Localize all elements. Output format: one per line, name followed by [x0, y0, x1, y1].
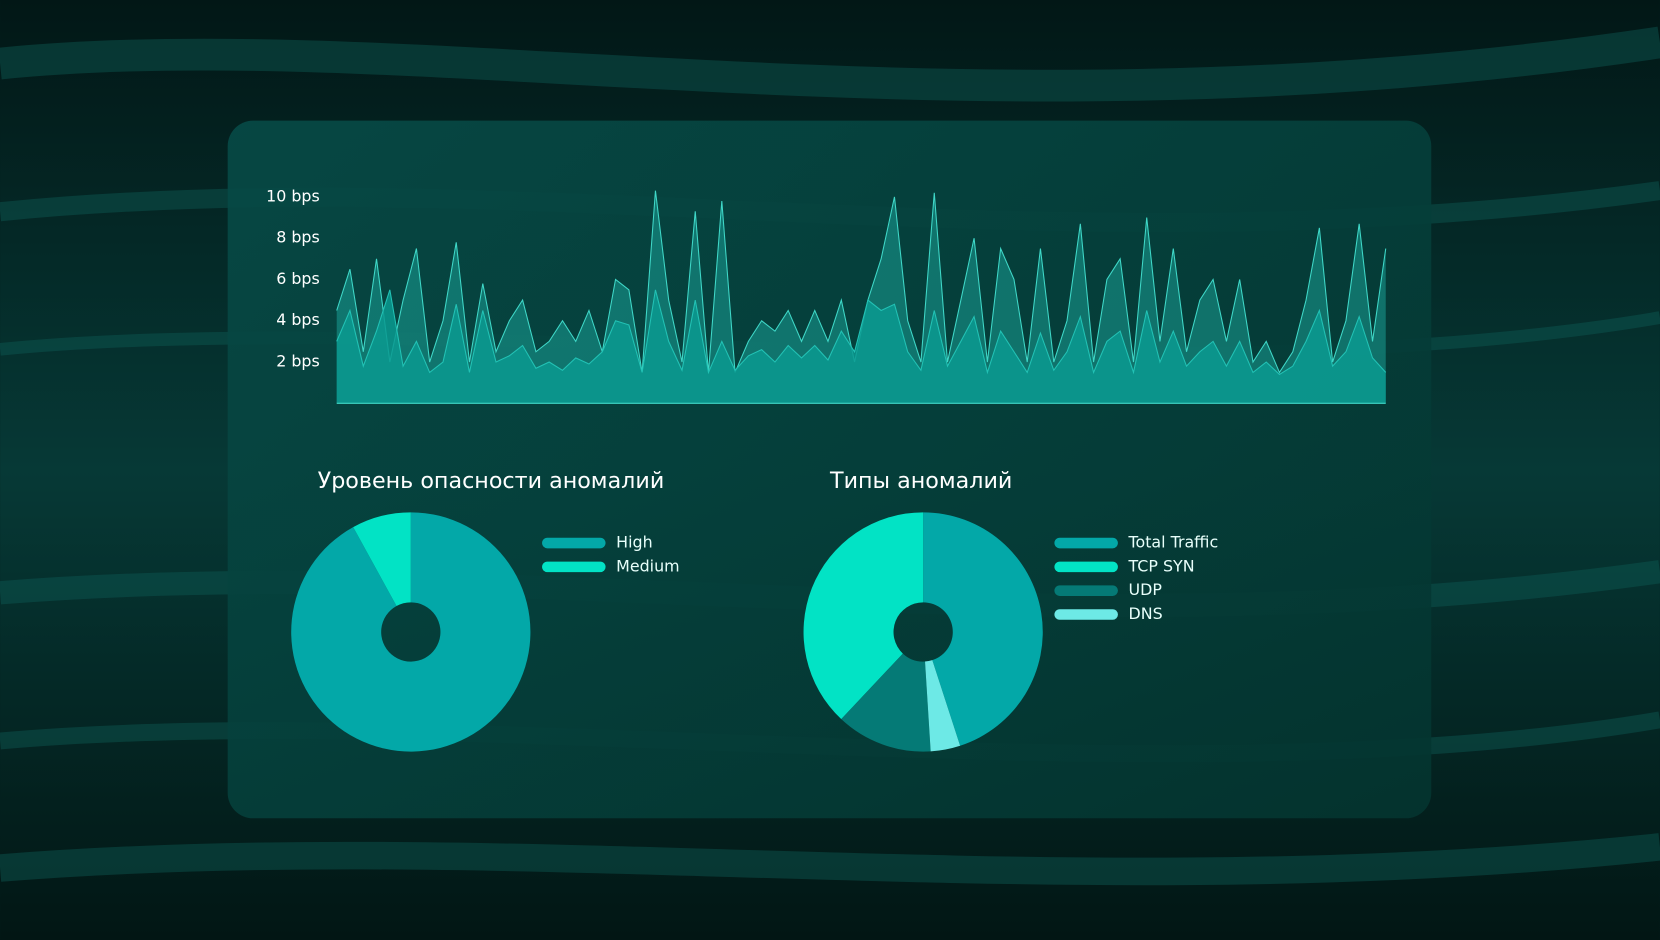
y-tick-label: 4 bps: [276, 310, 320, 329]
y-tick-label: 6 bps: [276, 269, 320, 288]
legend-swatch: [1054, 585, 1118, 596]
legend-swatch: [1054, 561, 1118, 573]
legend-swatch: [542, 561, 606, 573]
legend-label: TCP SYN: [1128, 556, 1195, 575]
y-tick-label: 10 bps: [266, 186, 320, 205]
legend-swatch: [1054, 609, 1118, 620]
chart-title: Типы аномалий: [829, 468, 1012, 494]
legend-label: Medium: [616, 556, 679, 575]
pie-slice: [353, 512, 411, 606]
y-tick-label: 8 bps: [276, 228, 320, 247]
legend-swatch: [542, 537, 606, 549]
pie-slice: [923, 512, 1043, 746]
legend-label: UDP: [1129, 580, 1163, 599]
legend-label: DNS: [1129, 604, 1163, 623]
pie-slice: [803, 512, 924, 720]
legend-label: Total Traffic: [1128, 533, 1219, 552]
charts: 2 bps 4 bps 6 bps 8 bps 10 bps Уровень опасно…: [266, 186, 1387, 752]
area-line: [336, 289, 1387, 376]
area-fill: [336, 289, 1386, 404]
y-tick-label: 2 bps: [276, 352, 320, 371]
legend-swatch: [1054, 537, 1118, 549]
pie-slice: [291, 512, 531, 752]
chart-title: Уровень опасности аномалий: [318, 468, 665, 494]
pie-slice: [925, 660, 961, 752]
legend-label: High: [616, 533, 652, 552]
pie-slice: [841, 653, 931, 752]
